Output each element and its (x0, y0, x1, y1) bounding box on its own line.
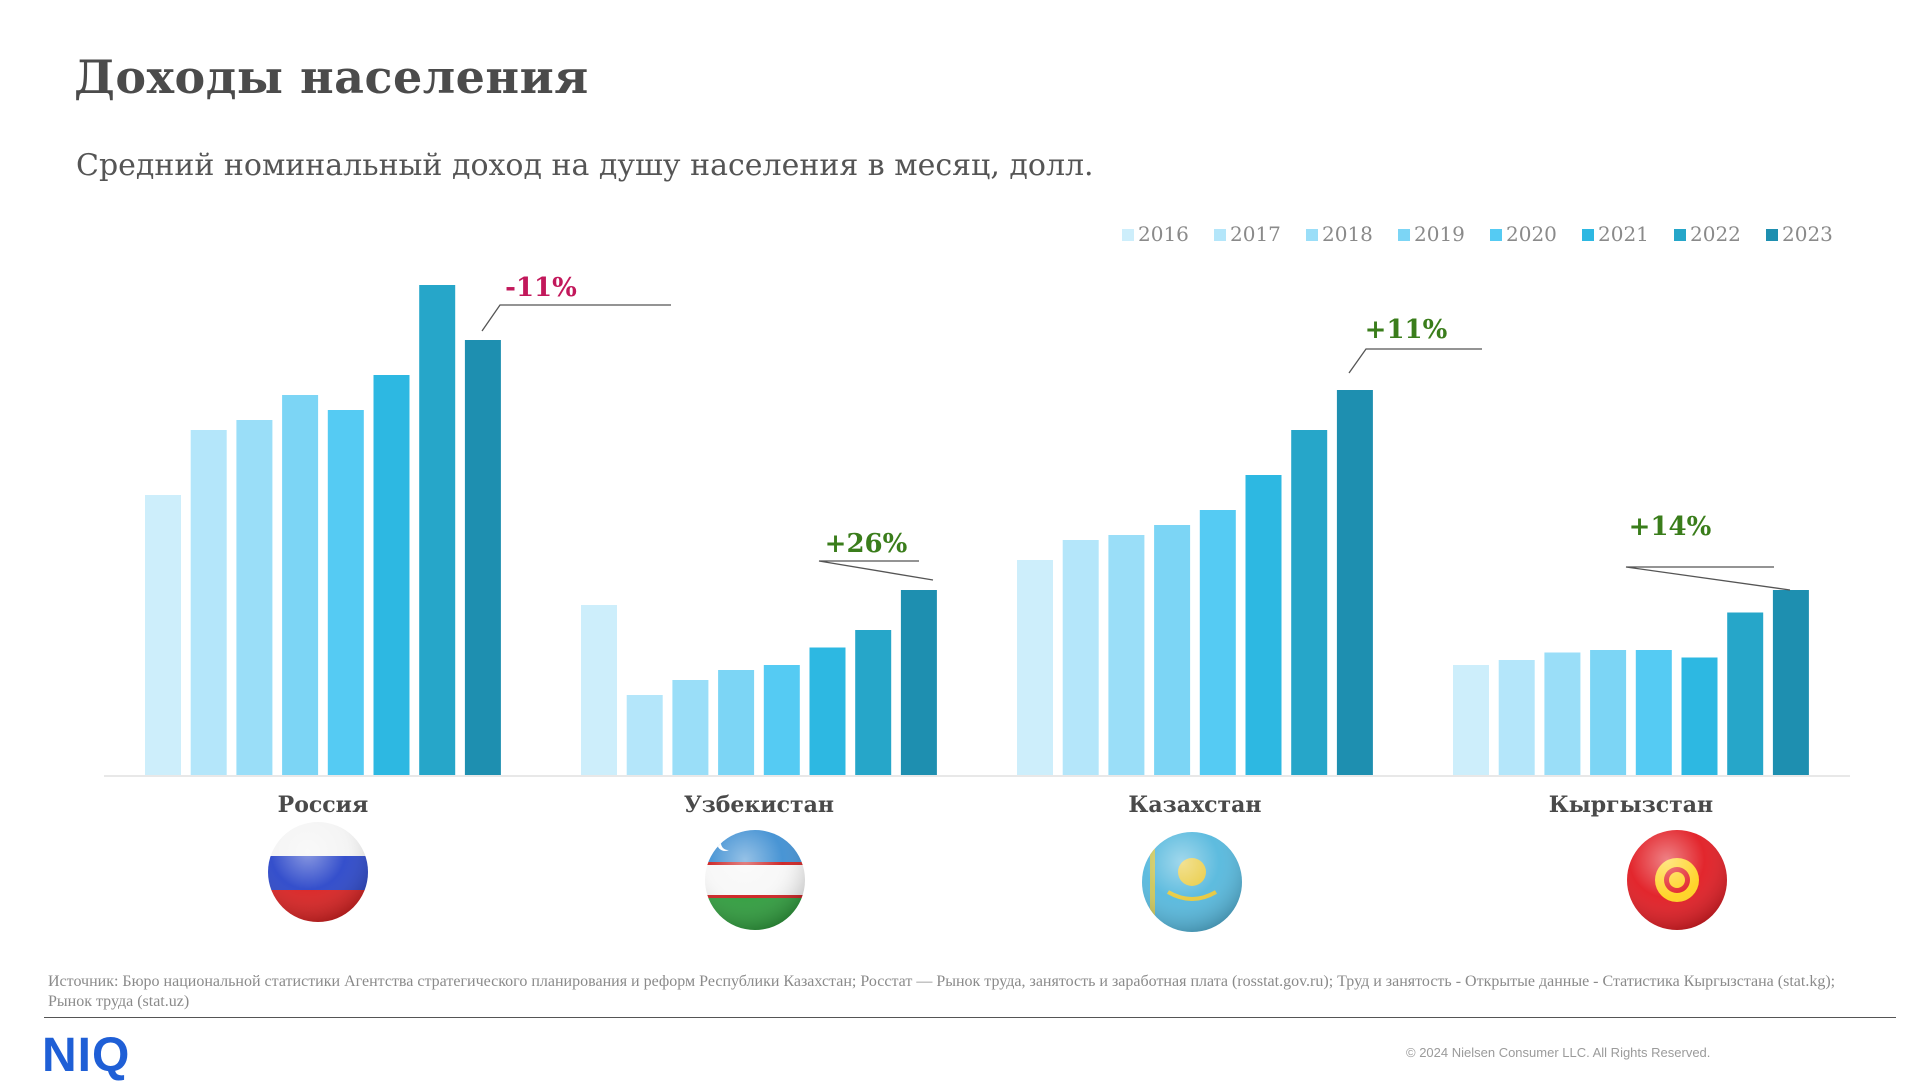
annotation-leader-line (1625, 566, 1791, 591)
category-label: Казахстан (1128, 792, 1261, 818)
chart-subtitle: Средний номинальный доход на душу населе… (76, 148, 1094, 183)
income-bar-chart: 2016 2017 2018 2019 2020 2021 2022 2023 Россия У… (104, 222, 1850, 932)
bar-2017-2 (626, 695, 663, 775)
bar-2018-3 (1108, 535, 1145, 775)
chart-bars (145, 285, 1809, 775)
bar-2022-4 (1727, 612, 1764, 775)
bar-2019-1 (282, 395, 319, 775)
change-annotations: -11% +26% +11% +14% (481, 273, 1791, 591)
legend-label: 2023 (1782, 222, 1833, 246)
legend-swatch (1214, 229, 1226, 241)
bar-2023-4 (1772, 590, 1809, 775)
chart-legend: 2016 2017 2018 2019 2020 2021 2022 2023 (1122, 222, 1833, 246)
bar-2020-2 (763, 665, 800, 775)
bar-2019-2 (718, 670, 755, 775)
legend-swatch (1306, 229, 1318, 241)
bar-2016-1 (145, 495, 181, 775)
bar-2020-4 (1635, 650, 1672, 775)
change-annotation-label: -11% (505, 273, 577, 303)
category-labels: Россия Узбекистан Казахстан Кыргызстан (278, 792, 1713, 818)
bar-2018-1 (236, 420, 273, 775)
bar-2018-2 (672, 680, 709, 775)
change-annotation-label: +26% (825, 529, 908, 559)
annotation-leader-line (1348, 348, 1482, 374)
kazakhstan-flag-icon (1142, 832, 1242, 932)
annotation-leader-line (818, 560, 934, 581)
bar-2019-4 (1590, 650, 1627, 775)
bar-2023-2 (900, 590, 937, 775)
bar-2016-3 (1017, 560, 1053, 775)
uzbekistan-flag-icon (705, 830, 805, 930)
change-annotation-label: +14% (1629, 512, 1712, 542)
niq-logo: NIQ (42, 1029, 131, 1082)
bar-2017-3 (1062, 540, 1099, 775)
legend-swatch (1766, 229, 1778, 241)
legend-label: 2022 (1690, 222, 1741, 246)
bar-2017-4 (1498, 660, 1535, 775)
legend-swatch (1398, 229, 1410, 241)
bar-2021-3 (1245, 475, 1282, 775)
bar-2023-1 (464, 340, 501, 775)
legend-swatch (1674, 229, 1686, 241)
bar-2017-1 (190, 430, 227, 775)
bar-2020-3 (1199, 510, 1236, 775)
change-annotation-label: +11% (1365, 315, 1448, 345)
russia-flag-icon (268, 822, 368, 922)
bar-2016-4 (1453, 665, 1489, 775)
legend-label: 2021 (1598, 222, 1649, 246)
legend-swatch (1582, 229, 1594, 241)
legend-label: 2018 (1322, 222, 1373, 246)
legend-swatch (1122, 229, 1134, 241)
bar-2019-3 (1154, 525, 1191, 775)
legend-swatch (1490, 229, 1502, 241)
bar-2022-1 (419, 285, 456, 775)
bar-2021-1 (373, 375, 410, 775)
bar-2021-2 (809, 647, 846, 775)
legend-label: 2017 (1230, 222, 1281, 246)
bar-2020-1 (327, 410, 364, 775)
kyrgyzstan-flag-icon (1627, 830, 1727, 930)
page-title: Доходы населения (74, 50, 589, 104)
category-label: Россия (278, 792, 369, 818)
bar-2022-2 (855, 630, 892, 775)
category-label: Узбекистан (684, 792, 834, 818)
bar-2023-3 (1336, 390, 1373, 775)
bar-2018-4 (1544, 652, 1581, 775)
source-note: Источник: Бюро национальной статистики А… (48, 973, 1836, 1010)
footer-divider (44, 1017, 1896, 1018)
legend-label: 2020 (1506, 222, 1557, 246)
bar-2016-2 (581, 605, 617, 775)
bar-2022-3 (1291, 430, 1328, 775)
legend-label: 2016 (1138, 222, 1189, 246)
category-label: Кыргызстан (1549, 792, 1713, 818)
copyright-text: © 2024 Nielsen Consumer LLC. All Rights … (1406, 1045, 1711, 1060)
bar-2021-4 (1681, 657, 1718, 775)
annotation-leader-line (481, 304, 671, 332)
legend-label: 2019 (1414, 222, 1465, 246)
